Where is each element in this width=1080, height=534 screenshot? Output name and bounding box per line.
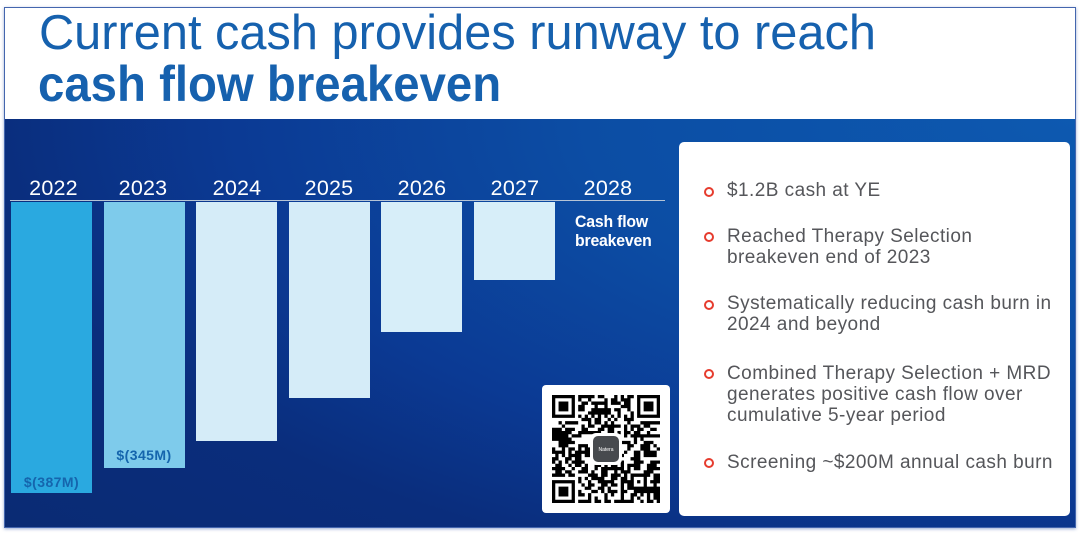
- svg-text:Natera: Natera: [598, 447, 613, 453]
